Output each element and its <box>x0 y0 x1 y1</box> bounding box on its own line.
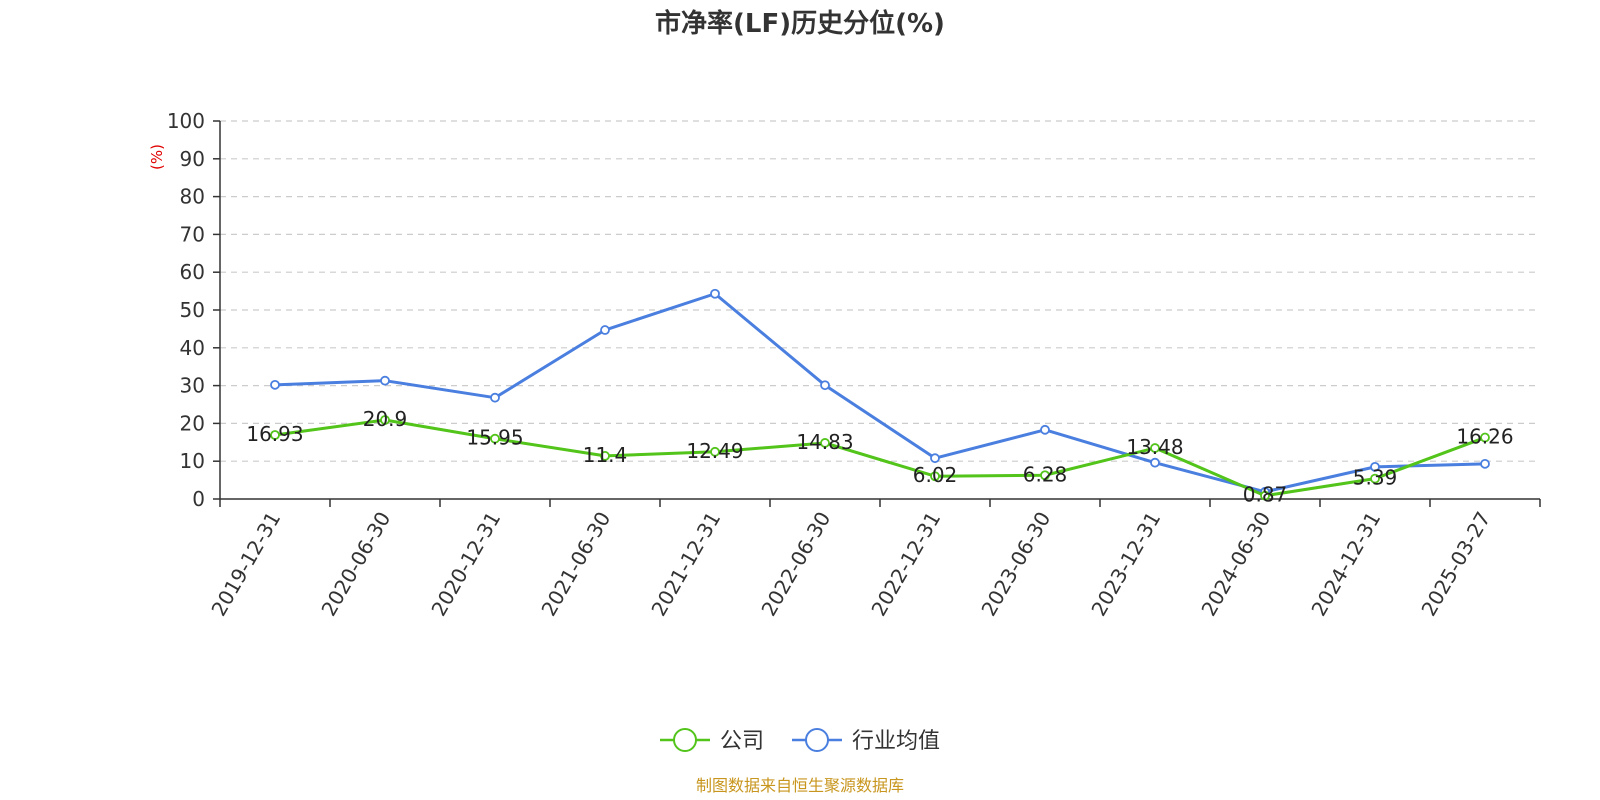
data-point[interactable] <box>710 288 720 299</box>
data-point[interactable] <box>490 392 500 403</box>
data-point[interactable] <box>820 438 830 448</box>
data-label: 0.87 <box>1243 483 1288 507</box>
series-line-0 <box>274 418 1486 498</box>
data-label: 11.4 <box>583 443 628 467</box>
x-tick-label: 2023-12-31 <box>1086 508 1165 621</box>
source-note: 制图数据来自恒生聚源数据库 <box>696 776 904 795</box>
x-tick-label: 2025-03-27 <box>1416 508 1495 621</box>
x-tick-label: 2020-12-31 <box>426 508 505 621</box>
grid-lines <box>220 120 1540 462</box>
data-label: 16.93 <box>246 422 303 446</box>
data-label: 6.02 <box>913 463 958 487</box>
data-point[interactable] <box>490 433 500 444</box>
data-point[interactable] <box>600 325 610 335</box>
data-point[interactable] <box>710 446 720 457</box>
y-tick-label: 0 <box>192 487 205 511</box>
x-tick-label: 2019-12-31 <box>206 508 285 621</box>
x-axis-ticks: 2019-12-31 2020-06-30 2020-12-31 2021-06-30… <box>206 508 1495 621</box>
data-point[interactable] <box>1040 424 1050 435</box>
data-point[interactable] <box>1370 461 1380 472</box>
legend-label: 公司 <box>720 729 764 754</box>
legend-label: 行业均值 <box>852 729 940 754</box>
data-label: 14.83 <box>796 430 853 454</box>
data-point[interactable] <box>1150 457 1160 468</box>
y-tick-label: 80 <box>180 185 205 209</box>
data-point[interactable] <box>1480 432 1490 443</box>
data-label: 12.49 <box>686 439 743 463</box>
data-point[interactable] <box>930 471 940 482</box>
legend-item-1[interactable]: 行业均值 <box>792 728 940 754</box>
x-tick-label: 2022-12-31 <box>866 508 945 621</box>
data-label: 20.9 <box>363 407 408 431</box>
data-label: 6.28 <box>1023 462 1068 486</box>
y-tick-label: 40 <box>180 336 205 360</box>
axes <box>213 120 1541 507</box>
data-point[interactable] <box>1370 473 1380 484</box>
y-tick-label: 10 <box>180 449 205 473</box>
legend-marker <box>805 728 829 752</box>
legend-marker <box>673 728 697 752</box>
data-label: 5.39 <box>1353 466 1398 490</box>
legend-item-0[interactable]: 公司 <box>660 728 764 754</box>
data-point[interactable] <box>930 453 940 464</box>
data-point[interactable] <box>380 375 390 386</box>
series-line-1 <box>274 292 1486 494</box>
y-tick-label: 50 <box>180 298 205 322</box>
chart-title: 市净率(LF)历史分位(%) <box>655 8 945 39</box>
data-label: 13.48 <box>1126 435 1183 459</box>
data-point[interactable] <box>600 451 610 461</box>
series-group <box>270 288 1490 501</box>
x-tick-label: 2023-06-30 <box>976 508 1055 621</box>
legend[interactable]: 公司 行业均值 <box>660 728 940 754</box>
y-tick-label: 90 <box>180 147 205 171</box>
data-point[interactable] <box>270 379 280 390</box>
data-point[interactable] <box>1260 490 1270 501</box>
y-tick-label: 100 <box>167 109 205 133</box>
data-point[interactable] <box>1150 443 1160 453</box>
data-point[interactable] <box>1040 470 1050 481</box>
y-tick-label: 70 <box>180 222 205 246</box>
x-tick-label: 2024-12-31 <box>1306 508 1385 621</box>
data-label: 15.95 <box>466 426 523 450</box>
data-point[interactable] <box>820 380 830 391</box>
data-point[interactable] <box>380 415 390 425</box>
x-tick-label: 2021-06-30 <box>536 508 615 621</box>
y-axis-ticks: 0 10 20 30 40 50 60 70 80 90 100 <box>167 109 205 511</box>
data-point[interactable] <box>270 430 280 440</box>
x-tick-label: 2020-06-30 <box>316 508 395 621</box>
y-tick-label: 20 <box>180 411 205 435</box>
y-axis-unit: (%) <box>148 144 166 170</box>
data-point[interactable] <box>1480 458 1490 469</box>
x-tick-label: 2022-06-30 <box>756 508 835 621</box>
y-tick-label: 60 <box>180 260 205 284</box>
x-tick-label: 2021-12-31 <box>646 508 725 621</box>
data-labels: 16.93 20.9 15.95 11.4 12.49 14.83 6.02 6.28 13.4… <box>246 407 1513 507</box>
data-label: 16.26 <box>1456 425 1513 449</box>
x-tick-label: 2024-06-30 <box>1196 508 1275 621</box>
y-tick-label: 30 <box>180 374 205 398</box>
